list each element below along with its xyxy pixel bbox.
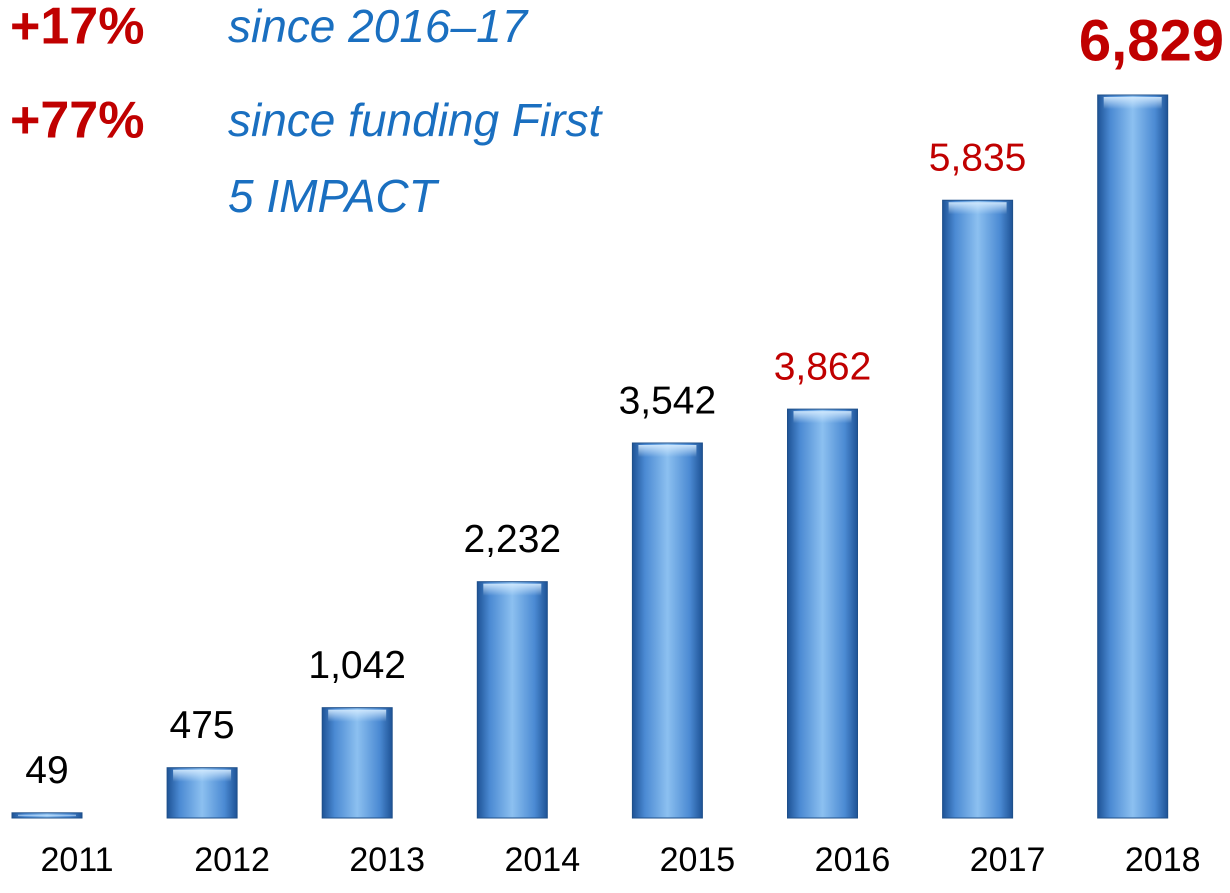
x-tick-label: 2018 xyxy=(1125,841,1201,879)
value-label: 3,862 xyxy=(774,345,872,388)
bar-highlight xyxy=(173,769,232,782)
bar-highlight xyxy=(18,814,76,817)
x-tick-label: 2014 xyxy=(504,841,580,879)
bar-highlight xyxy=(328,709,387,722)
annotation-text: 5 IMPACT xyxy=(228,170,440,222)
bar xyxy=(476,581,548,819)
change-label: +17% xyxy=(10,0,144,56)
value-label: 5,835 xyxy=(929,137,1027,180)
bar xyxy=(1097,94,1169,819)
value-label: 49 xyxy=(25,749,68,792)
value-label: 475 xyxy=(170,704,235,747)
x-tick-label: 2011 xyxy=(40,841,113,879)
value-label: 6,829 xyxy=(1079,8,1224,73)
value-label: 2,232 xyxy=(463,518,561,561)
bar xyxy=(787,408,858,819)
value-label: 3,542 xyxy=(619,379,717,422)
bar-highlight xyxy=(793,411,852,424)
bar-highlight xyxy=(948,202,1007,215)
x-tick-label: 2012 xyxy=(194,841,270,879)
bar xyxy=(321,707,393,819)
change-label: +77% xyxy=(10,92,144,150)
x-tick-label: 2016 xyxy=(815,841,891,879)
value-label: 1,042 xyxy=(308,644,406,687)
bar-highlight xyxy=(483,583,542,596)
x-tick-label: 2013 xyxy=(349,841,425,879)
annotation-text: since funding First xyxy=(228,94,603,146)
bar xyxy=(942,199,1014,819)
x-tick-label: 2017 xyxy=(970,841,1046,879)
annotation-text: since 2016–17 xyxy=(228,0,529,52)
bar-highlight xyxy=(638,445,697,458)
bar xyxy=(631,442,703,819)
x-tick-label: 2015 xyxy=(660,841,736,879)
bar-highlight xyxy=(1103,97,1162,109)
